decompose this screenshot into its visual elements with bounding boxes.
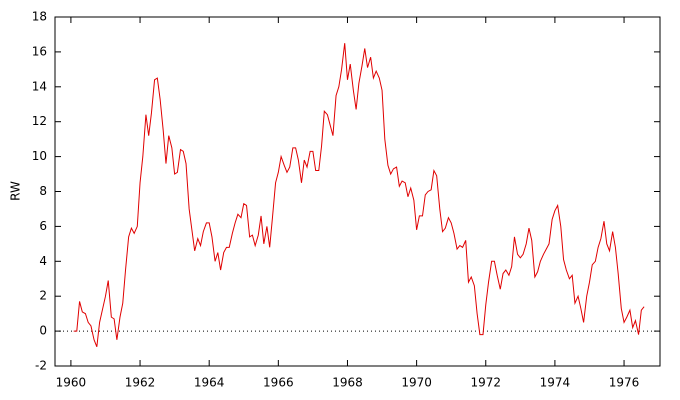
y-tick-label: 12 <box>32 114 47 128</box>
y-tick-label: 0 <box>39 324 47 338</box>
y-tick-label: 2 <box>39 289 47 303</box>
x-tick-label: 1960 <box>56 376 87 390</box>
y-tick-label: 8 <box>39 184 47 198</box>
x-tick-label: 1962 <box>125 376 156 390</box>
y-tick-label: 10 <box>32 149 47 163</box>
x-tick-label: 1970 <box>401 376 432 390</box>
y-axis-label: RW <box>9 181 23 201</box>
x-tick-label: 1974 <box>540 376 571 390</box>
y-tick-label: 6 <box>39 219 47 233</box>
x-tick-label: 1964 <box>194 376 225 390</box>
y-tick-label: 4 <box>39 254 47 268</box>
plot-frame <box>54 16 661 367</box>
y-tick-label: 14 <box>32 79 47 93</box>
x-tick-label: 1966 <box>263 376 294 390</box>
y-tick-label: 18 <box>32 10 47 24</box>
x-tick-label: 1976 <box>609 376 640 390</box>
x-tick-label: 1968 <box>332 376 363 390</box>
y-tick-label: -2 <box>35 359 47 373</box>
x-tick-label: 1972 <box>470 376 501 390</box>
y-tick-label: 16 <box>32 44 47 58</box>
data-line <box>73 43 645 347</box>
